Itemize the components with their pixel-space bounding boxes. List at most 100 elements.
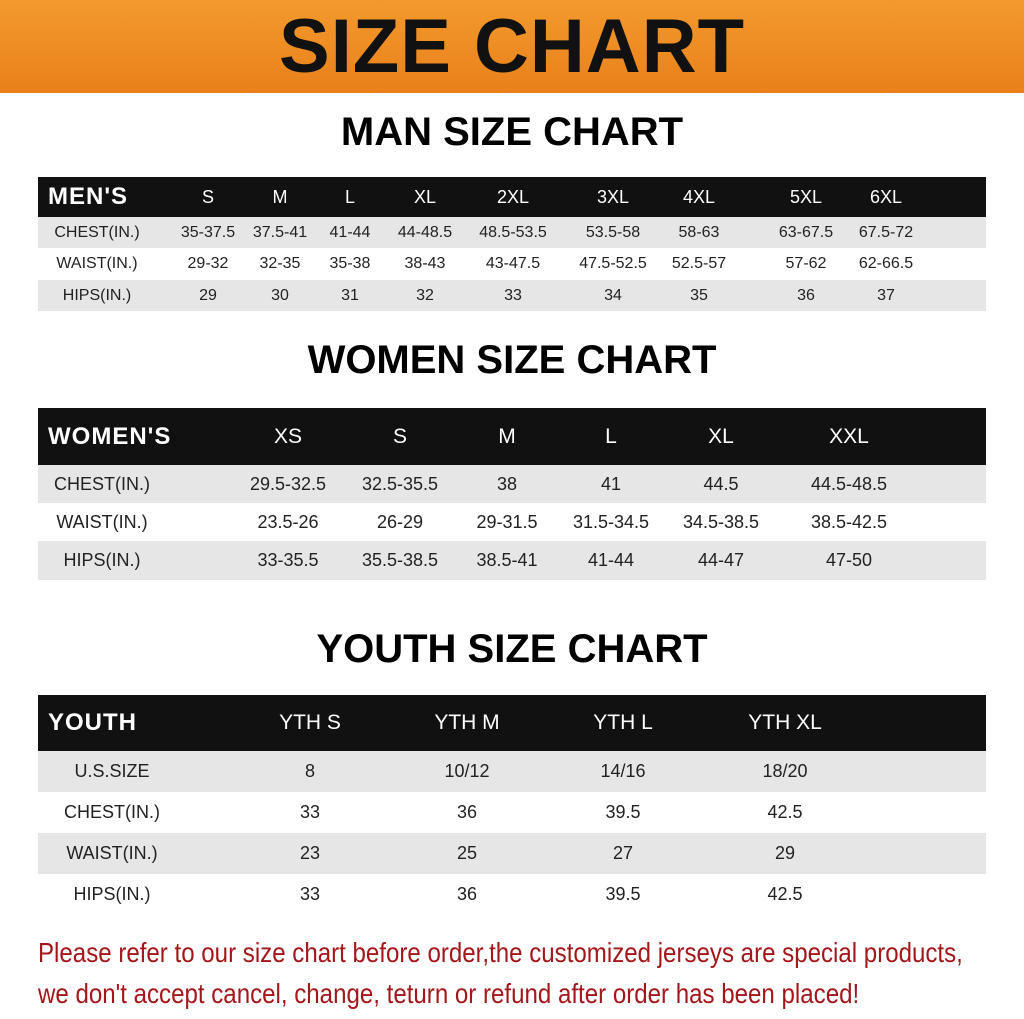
size-value: 36 [456, 884, 478, 904]
header-row: YOUTH YTH S YTH M YTH L YTH XL [38, 695, 986, 751]
size-value: 29 [774, 843, 796, 863]
size-value: 44-48.5 [397, 223, 453, 241]
size-value: 57-62 [785, 255, 827, 272]
table-row: CHEST(IN.) 33 36 39.5 42.5 [38, 792, 986, 833]
measure-label: HIPS(IN.) [73, 884, 151, 904]
table-row: HIPS(IN.) 33-35.5 35.5-38.5 38.5-41 41-44 44-… [38, 541, 986, 580]
size-value: 44-47 [697, 550, 745, 570]
header-row: MEN'S S M L XL 2XL 3XL 4XL 5XL 6XL [38, 177, 986, 217]
size-value: 23.5-26 [257, 511, 319, 532]
table-row: CHEST(IN.) 29.5-32.5 32.5-35.5 38 41 44.5 44.5… [38, 465, 986, 503]
size-value: 33 [504, 286, 522, 304]
size-value: 23 [299, 843, 321, 863]
notice-line-2: we don't accept cancel, change, teturn o… [38, 978, 860, 1009]
measure-label: CHEST(IN.) [54, 473, 150, 494]
size-header: YTH L [593, 711, 653, 734]
size-header: S [392, 424, 407, 448]
size-value: 38.5-42.5 [810, 511, 888, 532]
measure-label: HIPS(IN.) [62, 286, 132, 304]
size-header: XXL [829, 424, 869, 448]
size-value: 29-31.5 [476, 511, 538, 532]
size-value: 10/12 [444, 761, 490, 781]
size-header: YTH M [434, 711, 500, 734]
size-header: YTH S [279, 711, 341, 734]
size-header: 4XL [682, 186, 716, 207]
size-value: 27 [612, 843, 634, 863]
size-value: 48.5-53.5 [479, 223, 547, 241]
size-header: L [605, 424, 617, 448]
size-value: 53.5-58 [585, 223, 641, 241]
size-value: 42.5 [767, 884, 803, 904]
size-header: XS [273, 424, 302, 448]
measure-label: HIPS(IN.) [63, 550, 141, 570]
size-value: 44.5 [703, 473, 739, 494]
size-value: 33-35.5 [257, 550, 319, 570]
header-row: WOMEN'S XS S M L XL XXL [38, 408, 986, 465]
size-value: 52.5-57 [671, 255, 727, 272]
size-value: 36 [797, 286, 815, 304]
notice-line-1: Please refer to our size chart before or… [38, 937, 963, 968]
size-value: 62-66.5 [858, 255, 914, 272]
size-header: S [201, 186, 214, 207]
banner-title: SIZE CHART [279, 4, 745, 89]
size-header: XL [413, 186, 437, 207]
table-row: HIPS(IN.) 29 30 31 32 33 34 35 36 37 [38, 280, 986, 311]
table-row: CHEST(IN.) 35-37.5 37.5-41 41-44 44-48.5 48.5… [38, 217, 986, 248]
size-header: L [344, 186, 355, 207]
size-value: 58-63 [678, 223, 720, 241]
size-value: 32.5-35.5 [361, 473, 439, 494]
size-value: 32-35 [259, 255, 301, 272]
size-value: 43-47.5 [485, 255, 541, 272]
table-row: WAIST(IN.) 29-32 32-35 35-38 38-43 43-47.5 47.… [38, 248, 986, 280]
measure-label: CHEST(IN.) [64, 802, 160, 822]
order-notice: Please refer to our size chart before or… [38, 932, 1010, 1014]
table-label: YOUTH [48, 709, 137, 736]
table-row: U.S.SIZE 8 10/12 14/16 18/20 [38, 751, 986, 792]
size-value: 38-43 [404, 255, 446, 272]
women-title: WOMEN SIZE CHART [307, 338, 717, 382]
size-header: 2XL [496, 186, 530, 207]
size-value: 33 [299, 802, 321, 822]
size-value: 67.5-72 [858, 223, 914, 241]
size-value: 37 [877, 286, 895, 304]
size-value: 8 [304, 761, 315, 781]
size-value: 32 [416, 286, 434, 304]
measure-label: U.S.SIZE [74, 761, 150, 781]
size-value: 36 [456, 802, 478, 822]
table-row: WAIST(IN.) 23 25 27 29 [38, 833, 986, 874]
size-value: 38.5-41 [476, 550, 538, 570]
measure-label: WAIST(IN.) [66, 843, 158, 863]
table-label: MEN'S [48, 183, 129, 210]
size-value: 35-38 [329, 255, 371, 272]
size-header: 5XL [789, 186, 823, 207]
banner: SIZE CHART [0, 0, 1024, 93]
size-header: M [272, 186, 288, 207]
size-value: 39.5 [605, 884, 641, 904]
size-header: 3XL [596, 186, 630, 207]
size-value: 47.5-52.5 [579, 255, 647, 272]
table-row: HIPS(IN.) 33 36 39.5 42.5 [38, 874, 986, 915]
size-value: 41 [600, 473, 622, 494]
size-value: 29 [199, 286, 217, 304]
size-value: 38 [496, 473, 518, 494]
measure-label: CHEST(IN.) [54, 223, 140, 241]
size-value: 44.5-48.5 [810, 473, 888, 494]
size-value: 41-44 [329, 223, 371, 241]
size-header: M [498, 424, 516, 448]
table-label: WOMEN'S [48, 422, 172, 450]
size-value: 39.5 [605, 802, 641, 822]
size-value: 31.5-34.5 [572, 511, 650, 532]
size-value: 35-37.5 [180, 223, 236, 241]
women-size-table: WOMEN'S XS S M L XL XXL CHEST(IN.) 29.5-32.5 32.5… [38, 408, 986, 580]
size-value: 35 [690, 286, 708, 304]
youth-size-table: YOUTH YTH S YTH M YTH L YTH XL U.S.SIZE 8 10/12… [38, 695, 986, 915]
size-value: 30 [271, 286, 289, 304]
size-value: 25 [456, 843, 478, 863]
size-value: 37.5-41 [252, 223, 308, 241]
size-value: 63-67.5 [778, 223, 834, 241]
size-value: 33 [299, 884, 321, 904]
men-size-table: MEN'S S M L XL 2XL 3XL 4XL 5XL 6XL CHEST(IN.) 35-37… [38, 177, 986, 311]
measure-label: WAIST(IN.) [56, 511, 148, 532]
size-value: 34 [604, 286, 622, 304]
size-value: 31 [341, 286, 359, 304]
